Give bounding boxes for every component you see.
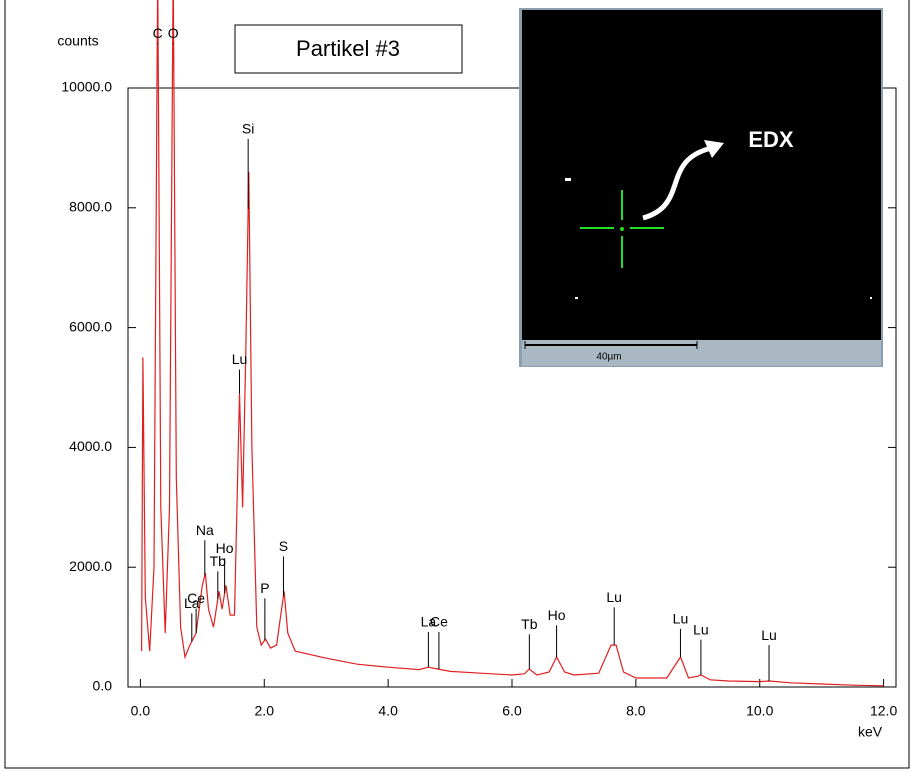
peak-label: Tb [210,553,227,569]
peak-label: Ho [548,607,566,623]
particle [565,178,571,181]
arrow-head [704,140,724,158]
peak-label: P [260,580,269,596]
inset-label: EDX [748,127,794,152]
y-tick-label: 8000.0 [69,199,112,215]
y-axis-label: counts [57,33,98,49]
particle [575,297,578,299]
spot [620,227,624,231]
crosshair [580,190,664,268]
x-axis-label: keV [858,724,883,740]
peak-label: Lu [232,351,248,367]
peak-label: Ho [216,540,234,556]
particle [892,50,895,53]
page-frame [4,0,910,769]
inset-sem [522,10,881,340]
x-tick-label: 0.0 [131,703,151,719]
y-tick-label: 2000.0 [69,558,112,574]
chart-title: Partikel #3 [296,36,400,61]
y-tick-label: 10000.0 [61,79,112,95]
x-tick-label: 8.0 [626,703,646,719]
peak-label: Ce [187,590,205,606]
y-tick-label: 0.0 [93,678,113,694]
title-box [234,24,463,74]
peak-label: Si [242,121,254,137]
x-tick-label: 12.0 [870,703,897,719]
peak-label: Lu [761,627,777,643]
peak-label: Ce [430,614,448,630]
inset-image: 40µm EDX [519,8,895,367]
y-tick-label: 6000.0 [69,318,112,334]
x-tick-label: 10.0 [746,703,773,719]
peak-label: La [184,595,200,611]
particle [870,297,872,299]
plot-area: 0.0 2000.0 4000.0 6000.0 8000.0 10000.0 0.0 2.0… [61,0,897,719]
inset-strip [522,340,881,366]
peak-label: S [279,538,288,554]
y-tick-label: 4000.0 [69,438,112,454]
spectrum-line [141,0,884,687]
peak-label: C [153,25,163,41]
peak-label: O [168,25,179,41]
peak-label: Lu [693,621,709,637]
peak-label: Lu [673,611,689,627]
peak-label: Na [196,522,214,538]
scale-bar-label: 40µm [596,352,621,363]
spectrum-clip [141,0,884,687]
x-tick-label: 6.0 [502,703,522,719]
peak-label: Lu [606,589,622,605]
x-tick-label: 2.0 [255,703,275,719]
peak-label: Tb [521,616,538,632]
peak-label: La [421,614,437,630]
arrow [642,145,713,221]
x-tick-label: 4.0 [378,703,398,719]
